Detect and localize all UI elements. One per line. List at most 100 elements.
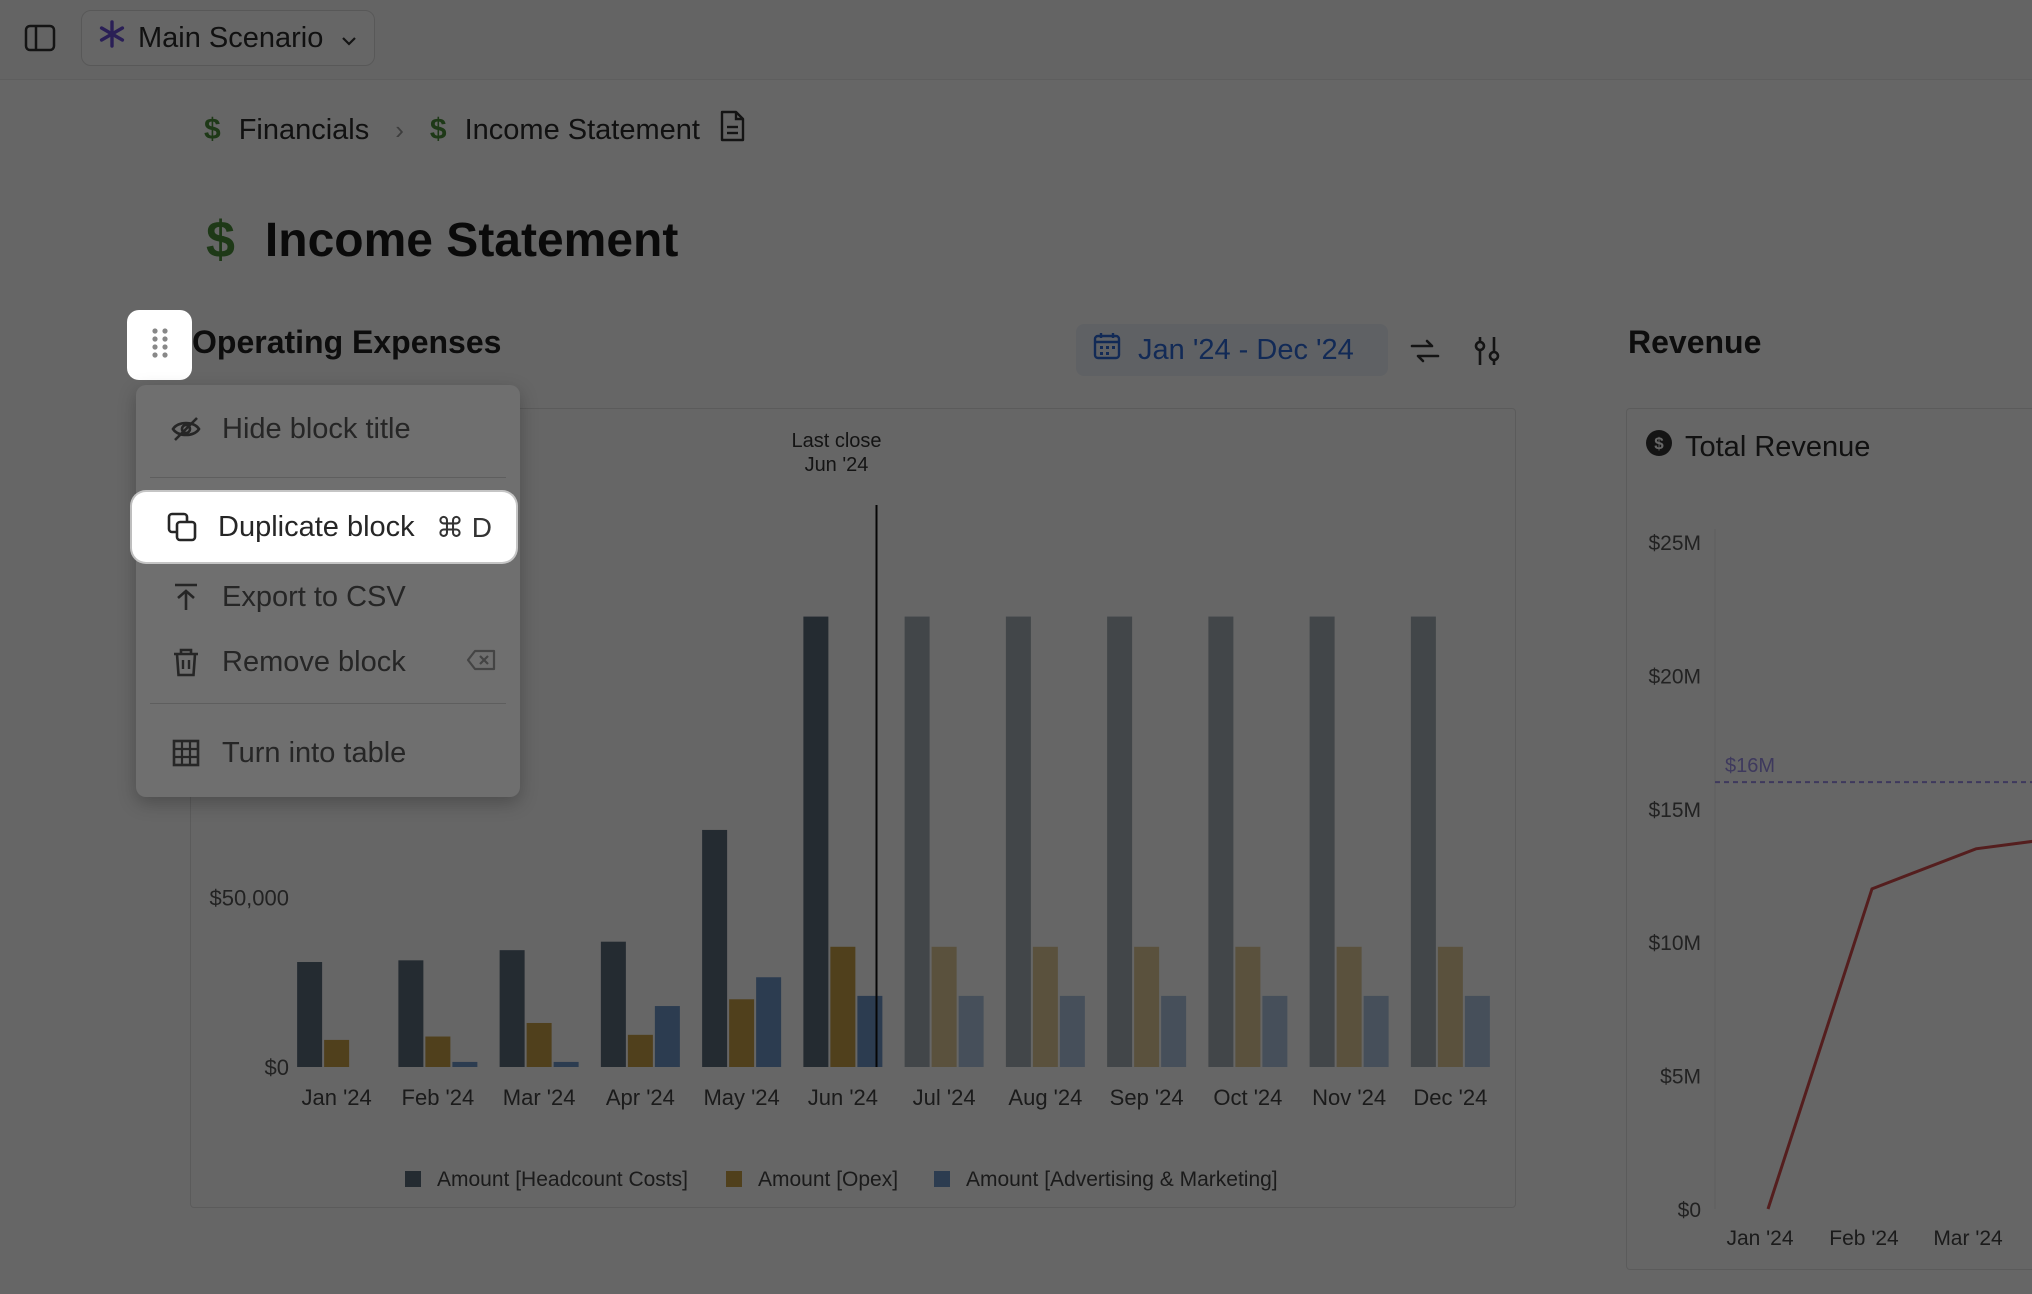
x-tick-label: Dec '24 — [1413, 1085, 1487, 1110]
menu-item-duplicate-block[interactable]: Duplicate block ⌘ D — [132, 492, 516, 562]
x-tick-label: Sep '24 — [1110, 1085, 1184, 1110]
chart-bar — [857, 995, 883, 1067]
last-close-date: Jun '24 — [805, 454, 869, 476]
breadcrumb: $ Financials › $ Income Statement — [204, 108, 746, 152]
document-icon[interactable] — [718, 110, 746, 150]
dollar-icon: $ — [204, 113, 221, 146]
x-tick-label: Jun '24 — [808, 1085, 878, 1110]
chart-bar — [1363, 995, 1389, 1067]
chart-bar — [1005, 616, 1031, 1067]
chart-bar — [1336, 946, 1362, 1067]
chart-bar — [803, 616, 829, 1067]
x-tick-label: Oct '24 — [1213, 1085, 1282, 1110]
y-tick-label: $25M — [1648, 532, 1701, 555]
menu-divider — [150, 477, 506, 478]
y-tick-label: $0 — [265, 1055, 289, 1080]
backspace-icon — [466, 646, 496, 678]
x-tick-label: Jan '24 — [1726, 1227, 1793, 1250]
chart-bar — [1208, 616, 1234, 1067]
table-icon — [170, 737, 202, 769]
chart-bar — [1032, 946, 1058, 1067]
breadcrumb-income-statement[interactable]: Income Statement — [464, 113, 700, 146]
y-tick-label: $10M — [1648, 932, 1701, 955]
breadcrumb-financials[interactable]: Financials — [238, 113, 370, 146]
dollar-icon: $ — [429, 113, 447, 146]
legend-swatch — [726, 1171, 742, 1187]
target-reference-label: $16M — [1725, 755, 1775, 777]
menu-item-export-csv[interactable]: Export to CSV — [136, 567, 520, 627]
x-tick-label: Mar '24 — [1933, 1227, 2003, 1250]
chart-bar — [904, 616, 930, 1067]
menu-item-turn-into-table[interactable]: Turn into table — [136, 723, 520, 783]
x-tick-label: Nov '24 — [1312, 1085, 1386, 1110]
chart-bar — [526, 1022, 552, 1067]
export-icon — [170, 581, 202, 613]
legend-label: Amount [Opex] — [758, 1168, 898, 1191]
page-title: $ Income Statement — [206, 210, 678, 270]
x-tick-label: Feb '24 — [402, 1085, 475, 1110]
top-bar: Main Scenario — [0, 0, 2032, 80]
legend-label: Amount [Headcount Costs] — [437, 1168, 688, 1191]
x-tick-label: Mar '24 — [503, 1085, 576, 1110]
sidebar-toggle-icon[interactable] — [24, 24, 56, 52]
chevron-down-icon — [341, 22, 357, 55]
menu-item-label: Hide block title — [222, 412, 411, 445]
chart-bar — [1410, 616, 1436, 1067]
compare-icon[interactable] — [1408, 334, 1442, 368]
revenue-chart-card: $ Total Revenue $0 $5M $10M $15M $20M $25M $16… — [1626, 408, 2032, 1270]
chart-bar — [425, 1036, 451, 1067]
date-range-label: Jan '24 - Dec '24 — [1138, 333, 1354, 366]
chart-bar — [1059, 995, 1085, 1067]
x-tick-label: Feb '24 — [1829, 1227, 1899, 1250]
legend-label: Amount [Advertising & Marketing] — [966, 1168, 1278, 1191]
chart-bar — [398, 960, 424, 1067]
x-tick-label: Jan '24 — [301, 1085, 371, 1110]
chart-bar — [324, 1039, 350, 1067]
chart-bar — [553, 1061, 579, 1067]
chart-bar — [627, 1034, 653, 1067]
chevron-right-icon: › — [395, 114, 404, 145]
scenario-selector[interactable]: Main Scenario — [81, 10, 375, 66]
calendar-icon — [1092, 331, 1122, 369]
chart-bar — [1437, 946, 1463, 1067]
chart-bar — [958, 995, 984, 1067]
menu-item-label: Export to CSV — [222, 580, 406, 613]
legend-swatch — [934, 1171, 950, 1187]
duplicate-icon — [166, 511, 198, 543]
revenue-block-title[interactable]: Revenue — [1628, 324, 1762, 360]
menu-item-remove-block[interactable]: Remove block — [136, 632, 520, 692]
block-context-menu: Hide block title Duplicate block ⌘ D — [132, 385, 520, 797]
trash-icon — [170, 646, 202, 678]
chart-bar — [600, 941, 626, 1067]
chart-bar — [297, 962, 323, 1067]
menu-item-hide-block-title[interactable]: Hide block title — [136, 399, 520, 459]
block-drag-handle[interactable] — [127, 310, 192, 380]
revenue-chart: $0 $5M $10M $15M $20M $25M $16M Jan '24 Feb '24 M… — [1648, 529, 2032, 1250]
chart-bar — [830, 946, 856, 1067]
chart-bar — [499, 950, 525, 1067]
chart-bar — [729, 999, 755, 1067]
date-range-picker[interactable]: Jan '24 - Dec '24 — [1076, 324, 1388, 376]
chart-bar — [1161, 995, 1187, 1067]
y-tick-label: $20M — [1648, 665, 1701, 688]
x-tick-label: May '24 — [703, 1085, 779, 1110]
scenario-label: Main Scenario — [138, 21, 324, 54]
scenario-asterisk-icon — [98, 20, 126, 56]
x-tick-label: Apr '24 — [606, 1085, 675, 1110]
menu-item-label: Duplicate block — [218, 510, 415, 543]
menu-item-label: Remove block — [222, 645, 406, 678]
last-close-label: Last close — [791, 430, 881, 452]
drag-grip-icon — [150, 327, 170, 364]
settings-sliders-icon[interactable] — [1470, 334, 1504, 368]
y-tick-label: $5M — [1660, 1066, 1701, 1089]
eye-off-icon — [170, 413, 202, 445]
menu-divider — [150, 703, 506, 704]
y-tick-label: $50,000 — [209, 886, 289, 911]
x-tick-label: Aug '24 — [1008, 1085, 1082, 1110]
opex-block-title[interactable]: Operating Expenses — [192, 324, 502, 360]
y-tick-label: $0 — [1678, 1199, 1701, 1222]
x-tick-label: Jul '24 — [913, 1085, 976, 1110]
chart-bar — [1309, 616, 1335, 1067]
chart-bar — [931, 946, 957, 1067]
